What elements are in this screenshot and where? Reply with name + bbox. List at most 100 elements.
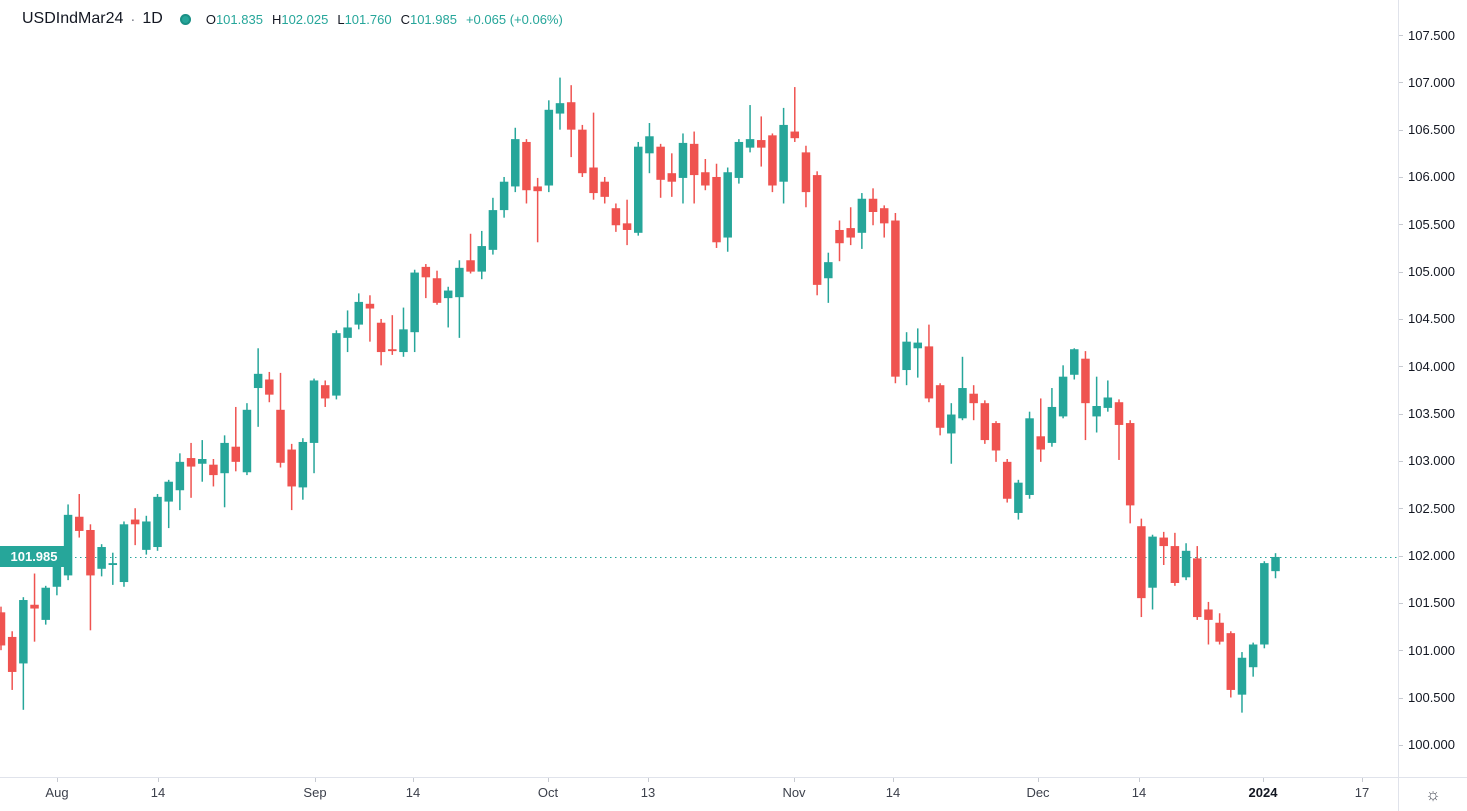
candle-body [97,547,106,569]
candle-body [1181,550,1191,578]
time-tick-label: 14 [405,785,421,800]
price-tick-label: 100.500 [1408,690,1455,705]
candle-body [1226,633,1236,690]
candle-body [231,446,241,462]
time-tick-label: 14 [1131,785,1147,800]
candle-body [7,636,17,672]
close-readout: C101.985 [400,11,457,27]
candle-body [399,329,408,353]
candle-body [1103,397,1113,408]
candle-body [734,141,744,178]
candle-body [1036,436,1045,450]
candle-body [63,514,73,576]
candle-body [197,459,207,464]
candle-body [332,333,341,396]
symbol-title[interactable]: USDIndMar24 [22,10,124,27]
chart-legend: USDIndMar24 · 1D O101.835 H102.025 L101.… [22,9,563,29]
sun-icon: ☼ [1425,785,1441,804]
candle-body [209,464,218,476]
candle-body [265,379,274,395]
candle-body [1025,418,1034,495]
axis-settings-button[interactable]: ☼ [1399,779,1467,811]
candle-body [41,587,50,620]
price-tick-mark [1399,413,1403,415]
price-tick-label: 102.000 [1408,548,1455,564]
candle-body [812,175,822,285]
time-tick-mark [1038,778,1039,782]
price-axis-border [1398,0,1399,811]
price-axis[interactable]: 107.500 107.000 106.500 106.000 105.500 105.0… [1399,0,1467,777]
price-tick-label: 103.500 [1408,406,1455,422]
candle-body [343,327,352,338]
open-readout: O101.835 [205,11,263,27]
time-axis[interactable]: Aug 14 Sep 14 Oct 13 Nov 14 Dec 14 2024 17 [0,778,1398,811]
candle-body [1002,461,1012,499]
candle-body [611,208,621,226]
timeframe-label[interactable]: 1D [142,10,163,27]
candle-body [164,481,173,502]
candle-body [130,519,140,525]
price-tick-label: 106.000 [1408,169,1455,185]
candle-body [1271,556,1280,572]
time-tick-mark [794,778,795,782]
candle-body [701,172,710,186]
time-tick-label: Dec [1026,785,1050,800]
price-tick-mark [1399,650,1403,652]
time-tick-mark [1362,778,1363,782]
candle-body [589,167,598,194]
candle-body [891,220,900,377]
price-tick-mark [1399,176,1403,178]
price-tick-mark [1399,35,1403,37]
candle-body [656,146,665,180]
candle-body [924,346,934,399]
candle-body [578,129,587,174]
candle-body [175,461,185,491]
candle-body [790,131,800,139]
price-tick-label: 101.000 [1408,642,1455,658]
candle-body [320,385,330,399]
candle-body [634,146,643,233]
price-tick-label: 104.000 [1408,358,1455,374]
time-tick-label: 17 [1354,785,1370,800]
candle-body [443,290,453,299]
candle-body [544,109,554,186]
candlestick-chart[interactable] [0,0,1398,777]
candle-body [533,186,542,192]
candle-body [846,228,855,238]
candle-body [1058,376,1068,417]
candle-body [768,135,777,186]
candle-body [958,388,967,419]
time-tick-label: 14 [885,785,901,800]
candle-body [1159,537,1168,547]
candle-body [857,198,867,233]
candle-body [723,172,732,238]
time-tick-mark [893,778,894,782]
candle-body [947,414,956,434]
time-tick-label: Nov [782,785,806,800]
candle-body [220,442,229,474]
price-tick-mark [1399,460,1403,462]
change-readout: +0.065 (+0.06%) [465,11,563,27]
candle-body [30,604,39,609]
time-tick-label: Sep [303,785,327,800]
candle-body [499,181,509,211]
candle-body [1148,536,1157,588]
candle-body [0,612,6,646]
candle-body [835,229,844,244]
candle-body [879,208,889,224]
candle-body [678,142,688,178]
price-tick-mark [1399,271,1403,273]
candle-body [108,563,118,566]
time-tick-mark [315,778,316,782]
candle-body [488,210,498,250]
candle-body [242,409,252,473]
candle-body [455,267,464,298]
candle-body [75,516,84,531]
price-tick-label: 105.000 [1408,264,1455,280]
candle-body [432,278,442,303]
high-readout: H102.025 [271,11,329,27]
candle-body [376,322,386,353]
candle-body [913,342,923,349]
candle-body [1215,622,1224,642]
candle-body [712,176,721,243]
